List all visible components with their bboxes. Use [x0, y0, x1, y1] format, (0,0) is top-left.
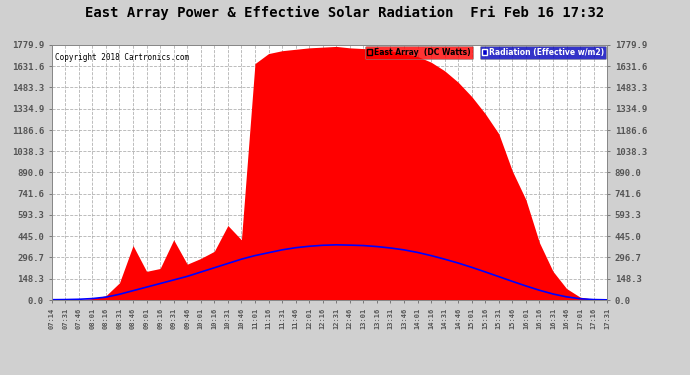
Legend: East Array  (DC Watts): East Array (DC Watts) [365, 46, 473, 59]
Text: Copyright 2018 Cartronics.com: Copyright 2018 Cartronics.com [55, 53, 188, 62]
Text: East Array Power & Effective Solar Radiation  Fri Feb 16 17:32: East Array Power & Effective Solar Radia… [86, 6, 604, 20]
